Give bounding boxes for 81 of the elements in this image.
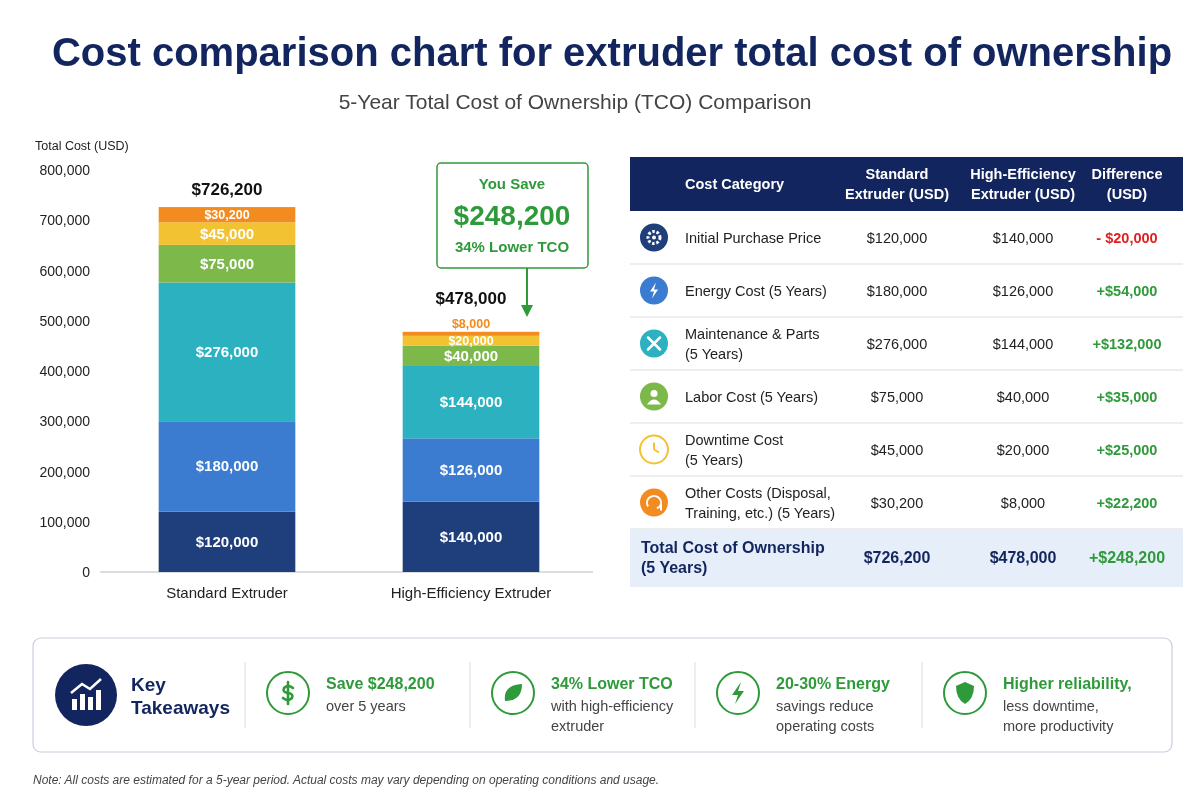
- text: 20-30% Energy: [776, 675, 890, 692]
- data-label: - $20,000: [1096, 229, 1158, 246]
- x-tick-label: Standard Extruder: [166, 584, 288, 601]
- data-label: $144,000: [439, 393, 503, 411]
- data-label: $180,000: [866, 282, 928, 299]
- bar: [158, 282, 296, 422]
- text: Note: All costs are estimated for a 5-year period. Actual costs may vary depending on operating conditions and usage.: [33, 773, 660, 787]
- data-label: $45,000: [199, 224, 255, 242]
- category-label: Energy Cost (5 Years): [685, 282, 827, 299]
- bar: [402, 438, 540, 502]
- data-label: $140,000: [439, 527, 503, 545]
- data-label: +$132,000: [1092, 335, 1162, 352]
- y-tick-label: 600,000: [39, 262, 91, 279]
- data-label: $120,000: [866, 229, 928, 246]
- text: with high-efficiency extruder: [550, 698, 674, 734]
- data-label: $144,000: [992, 335, 1054, 352]
- data-label: $20,000: [448, 334, 494, 349]
- data-label: $20,000: [996, 441, 1050, 458]
- data-label: +$248,200: [1088, 549, 1166, 566]
- bar: [402, 365, 540, 439]
- bar: [158, 244, 296, 283]
- category-label: Other Costs (Disposal, Training, etc.) (5 Years): [685, 484, 836, 521]
- category-label: Downtime Cost (5 Years): [685, 431, 784, 468]
- data-label: $120,000: [195, 532, 259, 550]
- text: Cost Category: [685, 176, 785, 192]
- text: savings reduce operating costs: [776, 698, 875, 734]
- category-label: Labor Cost (5 Years): [685, 388, 818, 405]
- data-label: $40,000: [443, 346, 499, 364]
- text: 34% Lower TCO: [551, 675, 673, 692]
- data-label: $30,200: [870, 494, 924, 511]
- category-label: Total Cost of Ownership (5 Years): [641, 539, 825, 576]
- chart-title: Cost comparison chart for extruder total cost of ownership: [51, 30, 1173, 74]
- y-tick-label: 100,000: [39, 513, 91, 530]
- text: Key Takeaways: [131, 674, 230, 718]
- data-label: +$25,000: [1096, 441, 1158, 458]
- category-label: Initial Purchase Price: [685, 229, 822, 246]
- bar: [402, 501, 540, 572]
- bar: [158, 511, 296, 572]
- data-label: $75,000: [870, 388, 924, 405]
- text: High-Efficiency Extruder (USD): [970, 166, 1076, 202]
- text: Save $248,200: [326, 675, 435, 692]
- data-label: $8,000: [1000, 494, 1046, 511]
- y-tick-label: 700,000: [39, 212, 91, 229]
- data-label: $140,000: [992, 229, 1054, 246]
- text: less downtime, more productivity: [1003, 698, 1115, 734]
- y-tick-label: 0: [82, 564, 91, 580]
- y-tick-label: 200,000: [39, 463, 91, 480]
- data-label: $276,000: [866, 335, 928, 352]
- data-label: +$22,200: [1096, 494, 1158, 511]
- data-label: +$35,000: [1096, 388, 1158, 405]
- y-tick-label: 800,000: [39, 162, 91, 178]
- bar: [158, 421, 296, 512]
- data-label: +$54,000: [1096, 282, 1158, 299]
- y-axis-title: Total Cost (USD): [35, 139, 129, 153]
- chart-subtitle: 5-Year Total Cost of Ownership (TCO) Comparison: [338, 90, 812, 113]
- y-tick-label: 400,000: [39, 363, 91, 379]
- data-label: $30,200: [204, 207, 250, 222]
- y-tick-label: 500,000: [39, 312, 91, 329]
- data-label: $726,200: [863, 549, 931, 566]
- total-label: $478,000: [435, 288, 507, 308]
- data-label: $45,000: [870, 441, 924, 458]
- data-label: $126,000: [439, 460, 503, 478]
- data-label: $276,000: [195, 342, 259, 360]
- text: over 5 years: [326, 698, 406, 714]
- data-label: $75,000: [199, 254, 255, 272]
- y-tick-label: 300,000: [39, 413, 91, 430]
- data-label: $478,000: [989, 549, 1057, 566]
- annotation: $248,200: [453, 200, 571, 231]
- text: Higher reliability,: [1003, 675, 1132, 692]
- text: Difference (USD): [1091, 166, 1163, 202]
- data-label: $126,000: [992, 282, 1054, 299]
- data-label: $180,000: [195, 457, 259, 475]
- bar: [402, 331, 540, 336]
- annotation: You Save: [478, 175, 546, 192]
- data-label: $8,000: [451, 316, 491, 331]
- total-label: $726,200: [191, 180, 263, 200]
- annotation: 34% Lower TCO: [454, 238, 570, 255]
- text: Standard Extruder (USD): [845, 166, 950, 202]
- data-label: $40,000: [996, 388, 1050, 405]
- x-tick-label: High-Efficiency Extruder: [390, 584, 552, 601]
- category-label: Maintenance & Parts (5 Years): [685, 325, 820, 362]
